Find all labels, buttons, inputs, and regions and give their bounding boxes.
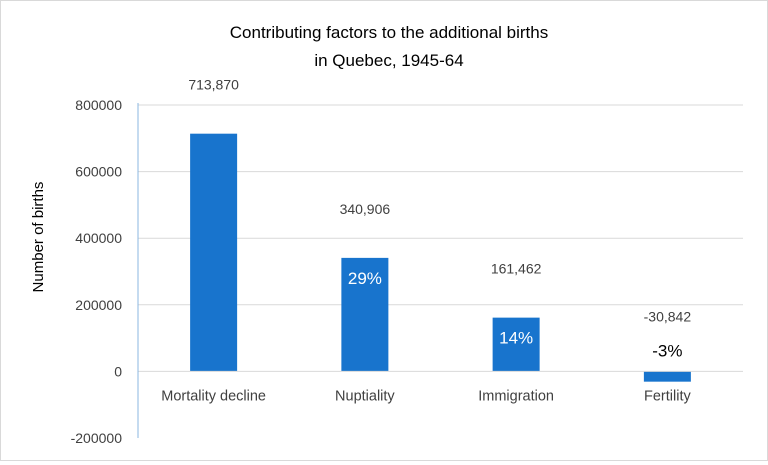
bar-fertility [643,371,691,382]
chart-subtitle: in Quebec, 1945-64 [314,51,463,70]
category-label: Fertility [644,388,691,404]
category-labels: Mortality decline Nuptiality Immigration Fe… [161,388,691,404]
y-tick-label: 200000 [75,297,122,313]
share-label: 14% [499,329,533,348]
chart-title: Contributing factors to the additional b… [230,23,548,42]
category-label: Mortality decline [161,388,266,404]
data-labels: 713,870 340,906 29% 161,462 14% -30,842 -3% [188,77,691,361]
value-label: 161,462 [491,261,542,277]
value-label: 713,870 [188,77,239,93]
y-axis-label: Number of births [30,182,47,293]
y-axis-ticks: 800000 600000 400000 200000 0 -200000 [71,97,123,446]
value-label: -30,842 [644,308,692,324]
bars [190,133,691,382]
gridlines [138,104,743,306]
bar-immigration [492,317,540,372]
y-tick-label: 0 [114,363,122,379]
y-tick-label: -200000 [71,430,123,446]
value-label: 340,906 [340,201,391,217]
y-tick-label: 400000 [75,230,122,246]
y-tick-label: 800000 [75,97,122,113]
y-tick-label: 600000 [75,164,122,180]
share-label: 29% [348,269,382,288]
bar-mortality-decline [190,133,238,372]
category-label: Immigration [478,388,554,404]
category-label: Nuptiality [335,388,395,404]
share-label: -3% [652,341,682,360]
bar-nuptiality [341,257,389,372]
